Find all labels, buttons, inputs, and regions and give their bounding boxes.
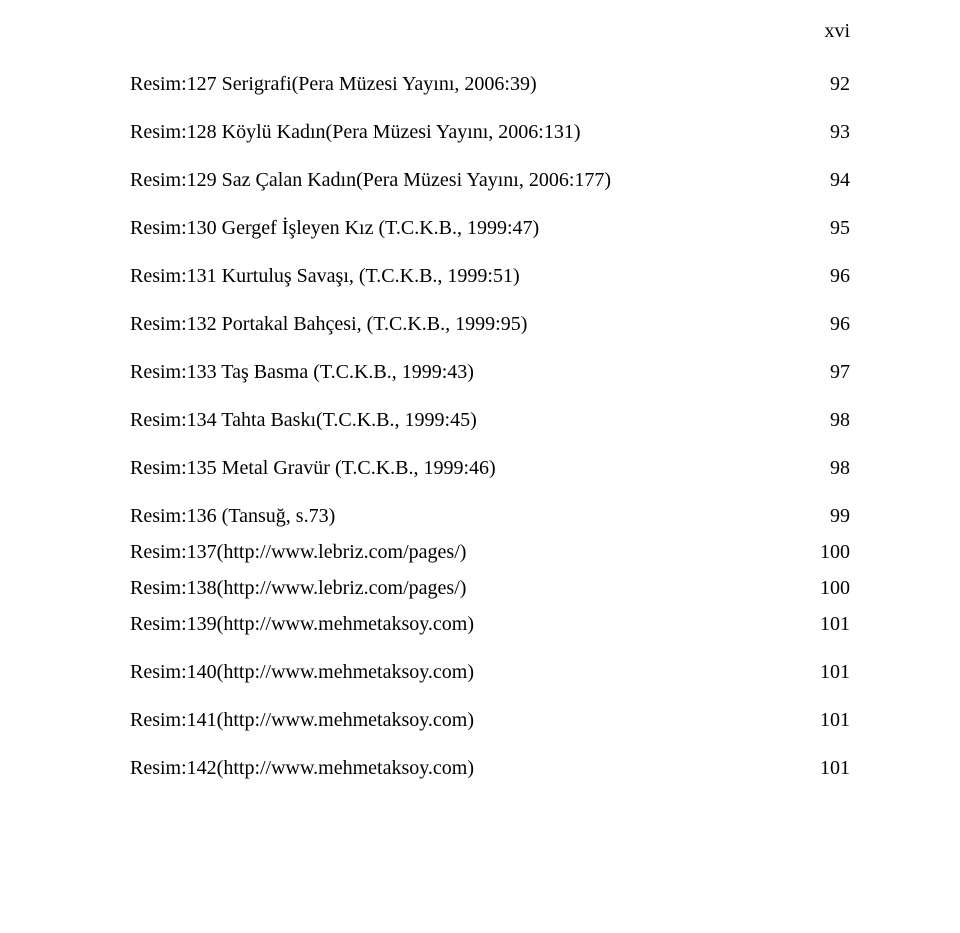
toc-entry: Resim:136 (Tansuğ, s.73) 99 (130, 502, 850, 530)
toc-entry: Resim:141(http://www.mehmetaksoy.com) 101 (130, 706, 850, 734)
toc-entry-page: 97 (830, 358, 850, 386)
toc-entry-page: 101 (820, 754, 850, 782)
toc-entry-label: Resim:141(http://www.mehmetaksoy.com) (130, 706, 474, 734)
toc-entry: Resim:142(http://www.mehmetaksoy.com) 101 (130, 754, 850, 782)
document-page: xvi Resim:127 Serigrafi(Pera Müzesi Yayı… (0, 0, 960, 933)
toc-entry-label: Resim:130 Gergef İşleyen Kız (T.C.K.B., … (130, 214, 539, 242)
toc-entry: Resim:140(http://www.mehmetaksoy.com) 101 (130, 658, 850, 686)
toc-entry-label: Resim:127 Serigrafi(Pera Müzesi Yayını, … (130, 70, 537, 98)
toc-entry-page: 92 (830, 70, 850, 98)
toc-entry-label: Resim:139(http://www.mehmetaksoy.com) (130, 610, 474, 638)
toc-entry: Resim:135 Metal Gravür (T.C.K.B., 1999:4… (130, 454, 850, 482)
toc-entry: Resim:134 Tahta Baskı(T.C.K.B., 1999:45)… (130, 406, 850, 434)
toc-entry-page: 101 (820, 610, 850, 638)
toc-entry-label: Resim:138(http://www.lebriz.com/pages/) (130, 574, 466, 602)
toc-entry-page: 100 (820, 538, 850, 566)
toc-entry: Resim:132 Portakal Bahçesi, (T.C.K.B., 1… (130, 310, 850, 338)
toc-entry: Resim:128 Köylü Kadın(Pera Müzesi Yayını… (130, 118, 850, 146)
table-of-contents: Resim:127 Serigrafi(Pera Müzesi Yayını, … (130, 70, 850, 782)
toc-entry: Resim:131 Kurtuluş Savaşı, (T.C.K.B., 19… (130, 262, 850, 290)
toc-entry: Resim:130 Gergef İşleyen Kız (T.C.K.B., … (130, 214, 850, 242)
toc-entry-page: 100 (820, 574, 850, 602)
toc-entry-page: 101 (820, 658, 850, 686)
toc-entry-page: 95 (830, 214, 850, 242)
toc-entry: Resim:137(http://www.lebriz.com/pages/) 1… (130, 538, 850, 566)
page-number: xvi (824, 20, 850, 43)
toc-entry-label: Resim:129 Saz Çalan Kadın(Pera Müzesi Ya… (130, 166, 611, 194)
toc-entry: Resim:138(http://www.lebriz.com/pages/) 1… (130, 574, 850, 602)
toc-entry-label: Resim:132 Portakal Bahçesi, (T.C.K.B., 1… (130, 310, 527, 338)
toc-entry-label: Resim:140(http://www.mehmetaksoy.com) (130, 658, 474, 686)
toc-entry: Resim:127 Serigrafi(Pera Müzesi Yayını, … (130, 70, 850, 98)
toc-entry-page: 96 (830, 310, 850, 338)
toc-entry-page: 94 (830, 166, 850, 194)
toc-entry: Resim:139(http://www.mehmetaksoy.com) 101 (130, 610, 850, 638)
toc-entry: Resim:129 Saz Çalan Kadın(Pera Müzesi Ya… (130, 166, 850, 194)
toc-entry-label: Resim:136 (Tansuğ, s.73) (130, 502, 335, 530)
toc-entry-label: Resim:134 Tahta Baskı(T.C.K.B., 1999:45) (130, 406, 477, 434)
toc-entry-label: Resim:128 Köylü Kadın(Pera Müzesi Yayını… (130, 118, 581, 146)
toc-entry-page: 99 (830, 502, 850, 530)
toc-entry-label: Resim:142(http://www.mehmetaksoy.com) (130, 754, 474, 782)
toc-entry-page: 96 (830, 262, 850, 290)
toc-entry-page: 101 (820, 706, 850, 734)
toc-entry-label: Resim:133 Taş Basma (T.C.K.B., 1999:43) (130, 358, 474, 386)
toc-entry-label: Resim:135 Metal Gravür (T.C.K.B., 1999:4… (130, 454, 496, 482)
toc-entry: Resim:133 Taş Basma (T.C.K.B., 1999:43) 9… (130, 358, 850, 386)
toc-entry-label: Resim:137(http://www.lebriz.com/pages/) (130, 538, 466, 566)
toc-entry-label: Resim:131 Kurtuluş Savaşı, (T.C.K.B., 19… (130, 262, 520, 290)
toc-entry-page: 98 (830, 454, 850, 482)
toc-entry-page: 93 (830, 118, 850, 146)
toc-entry-page: 98 (830, 406, 850, 434)
